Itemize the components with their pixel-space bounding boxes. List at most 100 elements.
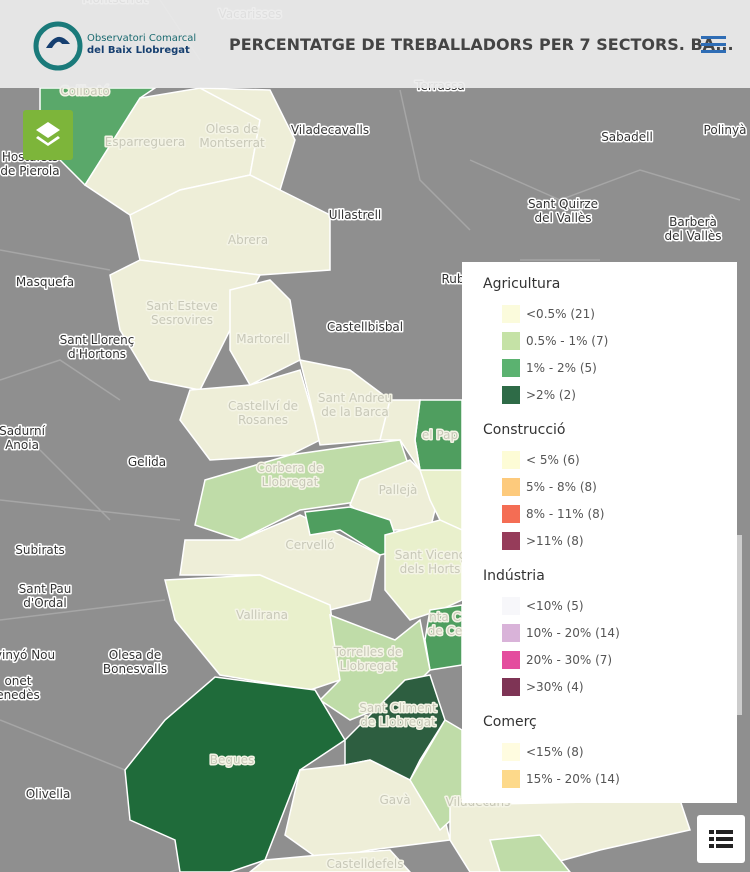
legend-item: 10% - 20% (14) bbox=[483, 619, 737, 646]
place-label: Barberà del Vallès bbox=[664, 215, 721, 243]
legend-item: <0.5% (21) bbox=[483, 300, 737, 327]
legend-label: <15% (8) bbox=[526, 744, 584, 759]
legend-section: Construcció < 5% (6) 5% - 8% (8) 8% - 11% (… bbox=[462, 408, 737, 554]
place-label-line: Rosanes bbox=[238, 413, 288, 427]
legend-label: >2% (2) bbox=[526, 387, 576, 402]
place-label: Rub bbox=[441, 272, 464, 286]
legend-label: 15% - 20% (14) bbox=[526, 771, 620, 786]
place-label-line: vinyó Nou bbox=[0, 648, 55, 662]
legend-swatch bbox=[502, 531, 520, 550]
place-label: onet enedès bbox=[0, 674, 40, 702]
place-label-line: Castelldefels bbox=[327, 857, 404, 871]
legend-item: <15% (8) bbox=[483, 738, 737, 765]
place-label: Cervelló bbox=[285, 538, 334, 552]
place-label-line: Abrera bbox=[228, 233, 268, 247]
place-label: Gavà bbox=[379, 793, 410, 807]
legend-label: 8% - 11% (8) bbox=[526, 506, 605, 521]
legend-swatch bbox=[502, 504, 520, 523]
place-label-line: Llobregat bbox=[340, 659, 397, 673]
legend-swatch bbox=[502, 623, 520, 642]
place-label-line: dels Horts bbox=[400, 562, 461, 576]
place-label-line: de Llobregat bbox=[360, 715, 436, 729]
scrollbar[interactable] bbox=[737, 535, 742, 715]
legend-section: Comerç <15% (8) 15% - 20% (14) bbox=[462, 700, 737, 792]
place-label-line: Montserrat bbox=[199, 136, 265, 150]
place-label-line: Anoia bbox=[5, 438, 39, 452]
legend-swatch bbox=[502, 385, 520, 404]
place-label: Polinyà bbox=[704, 123, 747, 137]
legend-swatch bbox=[502, 677, 520, 696]
place-label: Martorell bbox=[236, 332, 289, 346]
legend-item: >11% (8) bbox=[483, 527, 737, 554]
place-label: Castelldefels bbox=[327, 857, 404, 871]
place-label: Sant Vicenç dels Horts bbox=[395, 548, 466, 576]
place-label-line: Esparreguera bbox=[105, 135, 185, 149]
legend-title: Indústria bbox=[483, 568, 545, 584]
place-label-line: onet bbox=[4, 674, 31, 688]
place-label-line: Olesa de bbox=[109, 648, 162, 662]
place-label: Sant Pau d'Ordal bbox=[19, 582, 72, 610]
place-label: Sabadell bbox=[601, 130, 653, 144]
legend-swatch bbox=[502, 477, 520, 496]
place-label-line: Sadurní bbox=[0, 424, 46, 438]
place-label-line: Olivella bbox=[26, 787, 71, 801]
place-label: Ullastrell bbox=[329, 208, 381, 222]
legend-label: 10% - 20% (14) bbox=[526, 625, 620, 640]
legend-item: >30% (4) bbox=[483, 673, 737, 700]
legend-label: >11% (8) bbox=[526, 533, 584, 548]
place-label-line: Gavà bbox=[379, 793, 410, 807]
legend-label: <0.5% (21) bbox=[526, 306, 595, 321]
place-label: Olivella bbox=[26, 787, 71, 801]
place-label: Castellví de Rosanes bbox=[228, 399, 298, 427]
layers-icon bbox=[36, 122, 60, 146]
place-label-line: Pallejà bbox=[379, 483, 418, 497]
place-label: Sadurní Anoia bbox=[0, 424, 46, 452]
place-label: Castellbisbal bbox=[327, 320, 403, 334]
header: Observatori Comarcal del Baix Llobregat … bbox=[0, 0, 750, 88]
legend-item: 5% - 8% (8) bbox=[483, 473, 737, 500]
place-label-line: Gelida bbox=[128, 455, 166, 469]
place-label: Sant Andreu de la Barca bbox=[318, 391, 392, 419]
legend-swatch bbox=[502, 450, 520, 469]
place-label-line: de la Barca bbox=[321, 405, 389, 419]
legend-title: Agricultura bbox=[483, 276, 561, 292]
place-label: vinyó Nou bbox=[0, 648, 55, 662]
legend-swatch bbox=[502, 596, 520, 615]
place-label: Sant Quirze del Vallès bbox=[528, 197, 598, 225]
place-label-line: Sant Esteve bbox=[146, 299, 218, 313]
legend-item: 0.5% - 1% (7) bbox=[483, 327, 737, 354]
legend-swatch bbox=[502, 650, 520, 669]
place-label-line: Sabadell bbox=[601, 130, 653, 144]
place-label-line: Begues bbox=[210, 753, 254, 767]
list-button[interactable] bbox=[697, 815, 745, 863]
legend-label: 20% - 30% (7) bbox=[526, 652, 613, 667]
legend-item: 8% - 11% (8) bbox=[483, 500, 737, 527]
menu-button[interactable] bbox=[701, 36, 726, 54]
legend-label: 5% - 8% (8) bbox=[526, 479, 597, 494]
place-label-line: d'Hortons bbox=[68, 347, 126, 361]
legend-label: >30% (4) bbox=[526, 679, 584, 694]
place-label-line: Corbera de bbox=[257, 461, 324, 475]
place-label-line: Polinyà bbox=[704, 123, 747, 137]
layers-button[interactable] bbox=[23, 110, 73, 160]
place-label: el Pap bbox=[422, 428, 458, 442]
place-label-line: Sant Llorenç bbox=[60, 333, 135, 347]
place-label-line: Bonesvalls bbox=[103, 662, 167, 676]
place-label: Esparreguera bbox=[105, 135, 185, 149]
place-label-line: Masquefa bbox=[16, 275, 74, 289]
place-label: Olesa de Montserrat bbox=[199, 122, 265, 150]
place-label: Olesa de Bonesvalls bbox=[103, 648, 167, 676]
legend-swatch bbox=[502, 769, 520, 788]
page-title: PERCENTATGE DE TREBALLADORS PER 7 SECTOR… bbox=[229, 35, 734, 54]
legend-item: <10% (5) bbox=[483, 592, 737, 619]
place-label: Viladecavalls bbox=[291, 123, 369, 137]
municipalities bbox=[39, 87, 691, 872]
place-label: Pallejà bbox=[379, 483, 418, 497]
place-label-line: Vallirana bbox=[236, 608, 288, 622]
place-label: Vallirana bbox=[236, 608, 288, 622]
legend-section: Indústria <10% (5) 10% - 20% (14) 20% - 30%… bbox=[462, 554, 737, 700]
legend-swatch bbox=[502, 358, 520, 377]
legend-label: < 5% (6) bbox=[526, 452, 580, 467]
place-label-line: Martorell bbox=[236, 332, 289, 346]
list-icon bbox=[709, 830, 733, 848]
